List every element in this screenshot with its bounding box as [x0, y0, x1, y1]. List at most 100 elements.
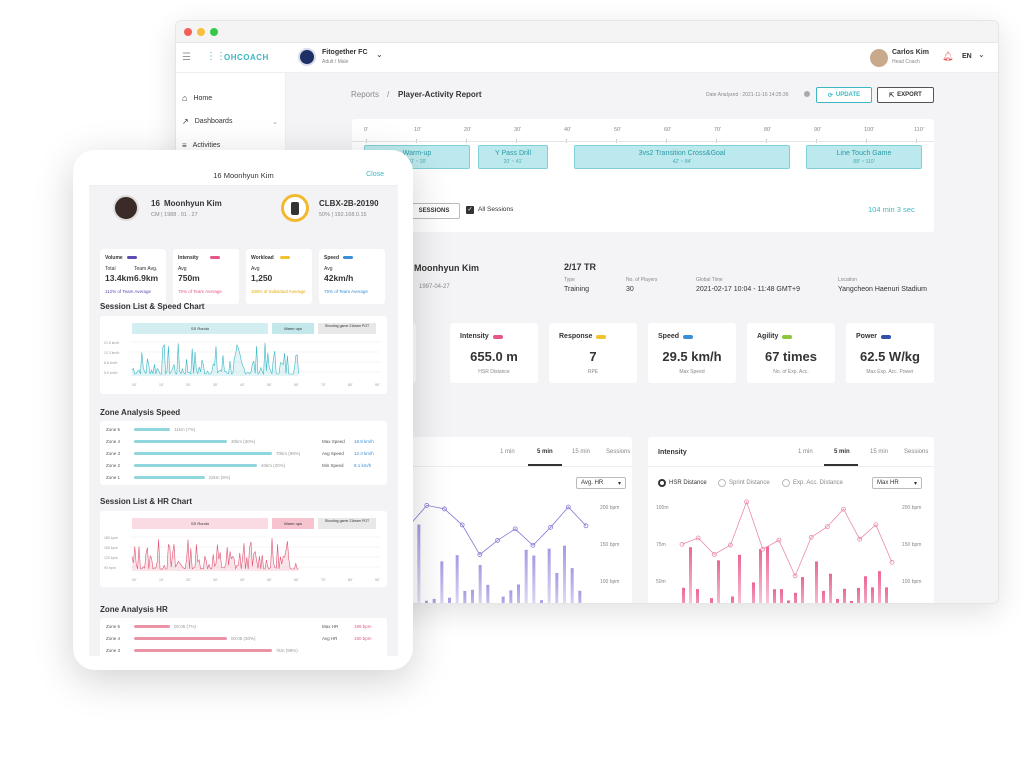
bar-mark: [773, 589, 776, 603]
home-icon: ⌂: [182, 93, 188, 103]
bar-mark: [486, 584, 490, 603]
team-chevron-icon[interactable]: ⌄: [376, 50, 383, 59]
bar-mark: [570, 568, 574, 603]
breadcrumb-reports[interactable]: Reports: [351, 90, 380, 99]
page-title: Player-Activity Report: [398, 90, 482, 99]
segment-3vs2-transition[interactable]: 3vs2 Transition Cross&Goal 42' ~ 84': [574, 145, 790, 169]
user-name: Carlos Kim: [892, 49, 929, 56]
all-sessions-checkbox[interactable]: ✓: [466, 206, 474, 214]
language-chevron-icon[interactable]: ⌄: [978, 50, 985, 59]
stat-color-marker: [492, 334, 503, 339]
right-intensity-chart: [679, 499, 895, 603]
zone-stat-value: 150 bpm: [354, 636, 372, 641]
y-tick: 150 bpm: [600, 542, 620, 548]
stat-card-agility[interactable]: Agility 67 times No. of Exp. Acc.: [747, 323, 835, 383]
bar-mark: [759, 549, 762, 603]
tab-15-min[interactable]: 15 min: [572, 449, 591, 455]
bar-mark: [578, 590, 582, 603]
radio-hsr-selected[interactable]: [658, 479, 666, 487]
tab-5-min[interactable]: 5 min: [834, 449, 850, 455]
bar-mark: [471, 589, 474, 603]
zone-stat-label: Avg Speed: [322, 451, 344, 456]
zone-stat-value: 12.3 km/h: [354, 451, 374, 456]
x-tick: 70': [321, 578, 326, 582]
menu-icon[interactable]: ☰: [182, 52, 191, 63]
chart-icon: ↗: [182, 117, 189, 126]
stat-card-speed[interactable]: Speed 29.5 km/h Max Speed: [648, 323, 736, 383]
area-fill: [132, 538, 299, 571]
stat-value: 29.5 km/h: [662, 349, 722, 364]
bar-mark: [738, 554, 741, 603]
card-sublabel: Team Avg.: [134, 266, 158, 272]
language-select[interactable]: EN: [962, 53, 972, 60]
card-color-marker: [127, 256, 138, 259]
update-button[interactable]: ⟳ UPDATE: [816, 87, 872, 103]
card-value: 750m: [178, 273, 200, 283]
window-titlebar: [176, 21, 998, 43]
bar-mark: [766, 546, 769, 603]
summary-card-workload[interactable]: Workload Avg 1,250 100% of Individual Ave…: [246, 249, 312, 304]
avatar[interactable]: [870, 49, 888, 67]
zone-value: 11km (7%): [174, 427, 196, 432]
stat-card-intensity[interactable]: Intensity 655.0 m HSR Distance: [450, 323, 538, 383]
tab-1-min[interactable]: 1 min: [500, 449, 515, 455]
select-value: Max HR: [877, 480, 899, 486]
zone-stat-value: 8.1 km/h: [354, 463, 372, 468]
close-button[interactable]: Close: [366, 171, 384, 178]
team-name[interactable]: Fitogether FC: [322, 49, 368, 56]
session-seg[interactable]: SS Rondo: [132, 518, 268, 529]
y-tick: 8.8 km/h: [104, 361, 117, 365]
avg-hr-select[interactable]: Avg. HR ▾: [576, 477, 626, 489]
tab-5-min[interactable]: 5 min: [537, 449, 553, 455]
session-timeline-card: 0' 10' 20' 30' 40' 50' 60' 70' 80' 90' 100' 110' Wa…: [352, 119, 934, 232]
max-hr-select[interactable]: Max HR ▾: [872, 477, 922, 489]
session-seg[interactable]: Warm ups: [272, 323, 314, 334]
sidebar-item-home[interactable]: ⌂ Home: [182, 93, 212, 103]
session-seg[interactable]: SS Rondo: [132, 323, 268, 334]
tab-15-min[interactable]: 15 min: [870, 449, 889, 455]
minimize-dot[interactable]: [197, 28, 205, 36]
sidebar-item-activities[interactable]: ≡ Activities: [182, 141, 220, 150]
segment-name: 3vs2 Transition Cross&Goal: [638, 150, 726, 157]
export-button[interactable]: ⇱ EXPORT: [877, 87, 934, 103]
segment-name: Y Pass Drill: [494, 150, 532, 157]
mobile-header: 16 Moonhyun Kim Close: [89, 164, 398, 186]
tab-sessions[interactable]: Sessions: [606, 449, 631, 455]
segment-line-touch-game[interactable]: Line Touch Game 88' ~ 110': [806, 145, 922, 169]
zone-label: Zone 5: [106, 427, 121, 432]
bell-icon[interactable]: 🔔︎: [942, 51, 954, 61]
total-duration: 104 min 3 sec: [868, 205, 915, 214]
tab-1-min[interactable]: 1 min: [798, 449, 813, 455]
session-seg[interactable]: Warm ups: [272, 518, 314, 529]
card-value: 1,250: [251, 273, 273, 283]
bar-mark: [689, 547, 692, 603]
bar-mark: [425, 600, 428, 603]
summary-card-speed[interactable]: Speed Avg 42km/h 75% of Team Average: [319, 249, 385, 304]
tab-sessions[interactable]: Sessions: [904, 449, 929, 455]
player-meta: CM | 1988 . 01 . 27: [151, 212, 198, 218]
summary-card-intensity[interactable]: Intensity Avg 750m 75% of Team Average: [173, 249, 239, 304]
x-tick: 90': [375, 578, 380, 582]
location-value: Yangcheon Haenuri Stadium: [838, 286, 927, 293]
y-tick: 150 bpm: [104, 546, 118, 550]
session-seg[interactable]: Shooting game 21team POT: [318, 518, 376, 529]
y-tick: 12.3 km/h: [104, 351, 119, 355]
stat-card-response[interactable]: Response 7 RPE: [549, 323, 637, 383]
sessions-button[interactable]: SESSIONS: [408, 203, 460, 219]
bar-mark: [524, 549, 528, 603]
stat-card-power[interactable]: Power 62.5 W/kg Max Exp. Acc. Power: [846, 323, 934, 383]
maximize-dot[interactable]: [210, 28, 218, 36]
radio-sprint[interactable]: [718, 479, 726, 487]
date-analyzed: Date Analyzed : 2021-11-16 14:25:36: [706, 92, 789, 98]
session-seg[interactable]: Shooting game 21team POT: [318, 323, 376, 334]
close-dot[interactable]: [184, 28, 192, 36]
y-tick: 180 bpm: [104, 536, 118, 540]
summary-card-volume[interactable]: Volume Total 13.4km Team Avg. 6.9km 112% o…: [100, 249, 166, 304]
card-note: 100% of Individual Average: [251, 289, 306, 294]
sessions-label: SESSIONS: [418, 208, 450, 214]
radio-exp-acc[interactable]: [782, 479, 790, 487]
segment-y-pass-drill[interactable]: Y Pass Drill 20' ~ 41': [478, 145, 548, 169]
bar-mark: [440, 561, 444, 603]
sidebar-item-dashboards[interactable]: ↗ Dashboards ⌄: [182, 117, 278, 126]
radio-label: HSR Distance: [669, 480, 707, 486]
